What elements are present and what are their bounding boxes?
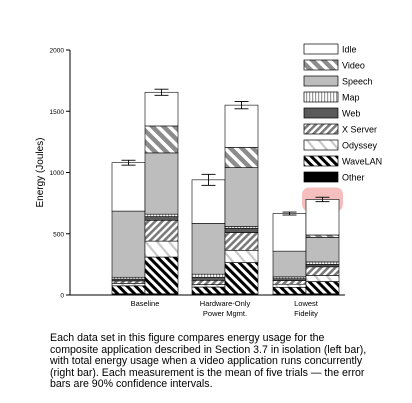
legend-label-web: Web <box>342 109 360 119</box>
legend-swatch-web <box>303 107 339 119</box>
bar-segment-speech <box>224 167 259 227</box>
bar-segment-idle <box>191 179 226 224</box>
legend-label-odyssey: Odyssey <box>342 141 378 151</box>
legend-swatch-video <box>303 59 339 71</box>
legend-label-video: Video <box>342 61 365 71</box>
bar-segment-map <box>305 261 340 265</box>
legend-swatch-odyssey <box>303 139 339 151</box>
legend-label-wavelan: WaveLAN <box>342 157 382 167</box>
bar-segment-odyssey <box>224 249 259 263</box>
legend-swatch-other <box>303 171 339 183</box>
bar-segment-map <box>144 213 179 217</box>
bar-segment-odyssey <box>305 275 340 282</box>
bar-segment-video <box>224 147 259 168</box>
bar-segment-web <box>144 216 179 221</box>
y-tick-label: 500 <box>53 231 64 238</box>
bar-segment-idle <box>144 91 179 127</box>
legend-label-idle: Idle <box>342 45 357 55</box>
y-tick-label: 1500 <box>50 109 65 116</box>
bar-segment-wavelan <box>111 285 146 295</box>
bar-segment-web <box>224 227 259 233</box>
legend-swatch-speech <box>303 75 339 87</box>
group-label: Power Mgmt. <box>203 309 247 318</box>
legend-swatch-idle <box>303 43 339 55</box>
figure-caption: Each data set in this figure compares en… <box>50 332 367 391</box>
bar-segment-wavelan <box>191 286 226 295</box>
legend-label-other: Other <box>342 173 365 183</box>
bar-segment-speech <box>144 152 179 215</box>
bar-segment-speech <box>111 210 146 278</box>
bar-segment-map <box>191 273 226 278</box>
energy-chart: 0 500 1000 1500 2000 Energy (Joules) Baseline… <box>35 43 382 318</box>
legend-swatch-map <box>303 91 339 103</box>
bar-segment-wavelan <box>272 286 307 295</box>
legend-swatch-x-server <box>303 123 339 135</box>
bar-segment-web <box>305 264 340 268</box>
bar-segment-x-server <box>144 219 179 242</box>
legend-label-speech: Speech <box>342 77 373 87</box>
bar-segment-odyssey <box>144 240 179 258</box>
bar-segment-speech <box>305 237 340 263</box>
bar-segment-web <box>191 276 226 281</box>
bar-segment-speech <box>191 223 226 275</box>
group-label: Lowest <box>294 299 319 308</box>
legend-label-x-server: X Server <box>342 125 377 135</box>
bar-segment-wavelan <box>224 262 259 295</box>
bar-segment-x-server <box>224 232 259 251</box>
group-label: Fidelity <box>294 309 318 318</box>
group-label: Baseline <box>131 299 160 308</box>
bar-segment-video <box>144 125 179 154</box>
group-label: Hardware-Only <box>200 299 251 308</box>
bar-segment-x-server <box>111 280 146 284</box>
bar-segment-x-server <box>272 280 307 285</box>
y-tick-label: 2000 <box>50 48 65 55</box>
bar-segment-odyssey <box>191 284 226 288</box>
bar-segment-video <box>305 234 340 238</box>
bar-segment-wavelan <box>305 281 340 295</box>
bar-segment-x-server <box>305 266 340 276</box>
legend-swatch-wavelan <box>303 155 339 167</box>
bar-segment-speech <box>272 250 307 278</box>
y-axis-label: Energy (Joules) <box>35 137 46 207</box>
y-tick-label: 0 <box>60 293 64 300</box>
bar-segment-idle <box>224 104 259 148</box>
y-tick-label: 1000 <box>50 170 65 177</box>
bar-segment-odyssey <box>272 283 307 288</box>
bar-segment-idle <box>111 162 146 212</box>
bar-segment-wavelan <box>144 256 179 295</box>
bar-segment-idle <box>272 213 307 252</box>
bar-segment-x-server <box>191 279 226 285</box>
bar-segment-odyssey <box>111 283 146 287</box>
bar-segment-idle <box>305 199 340 236</box>
legend-label-map: Map <box>342 93 360 103</box>
